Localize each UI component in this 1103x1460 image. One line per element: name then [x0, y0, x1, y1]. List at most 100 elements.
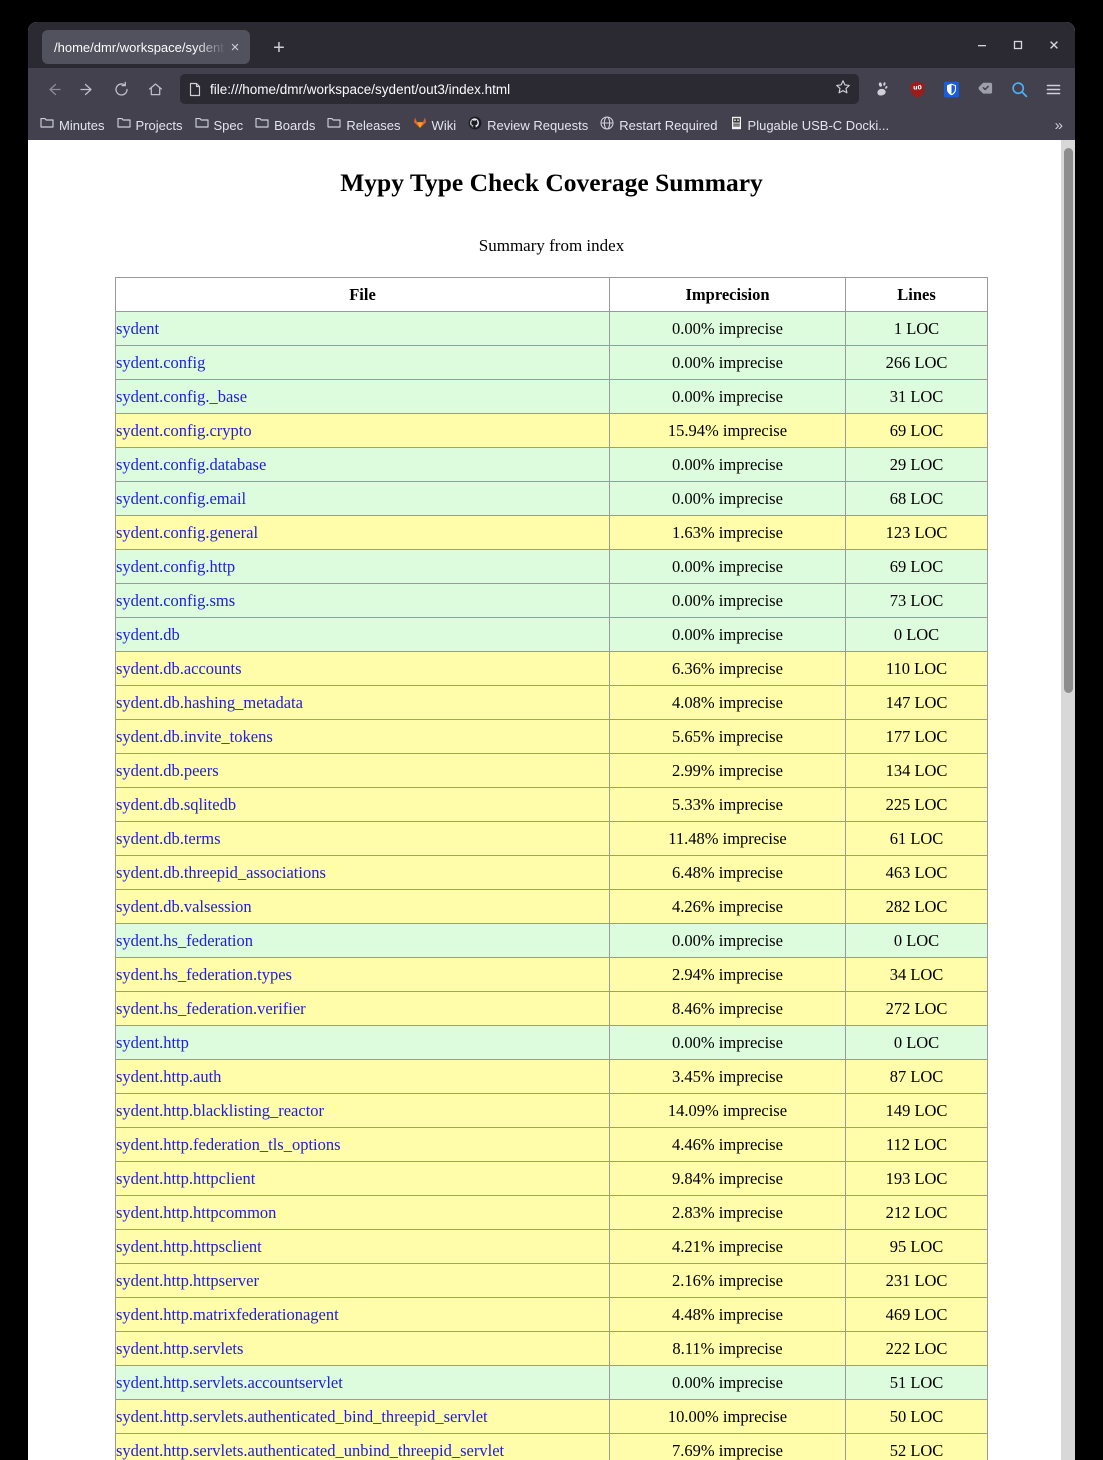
- vertical-scrollbar[interactable]: [1061, 140, 1075, 1460]
- file-link[interactable]: sydent.http.httpsclient: [116, 1236, 262, 1256]
- file-link[interactable]: sydent.http.servlets.authenticated_bind_…: [116, 1406, 488, 1426]
- bitwarden-icon[interactable]: [937, 75, 965, 103]
- cell-imprecision: 9.84% imprecise: [609, 1161, 846, 1196]
- cell-imprecision: 4.08% imprecise: [609, 685, 846, 720]
- file-link[interactable]: sydent.http.httpclient: [116, 1168, 256, 1188]
- file-link[interactable]: sydent.db.invite_tokens: [116, 726, 273, 746]
- bookmark-label: Boards: [274, 117, 316, 133]
- file-link[interactable]: sydent.config: [116, 352, 206, 372]
- search-icon[interactable]: [1005, 75, 1033, 103]
- cell-lines: 282 LOC: [845, 889, 988, 924]
- cell-lines: 51 LOC: [845, 1365, 988, 1400]
- cell-imprecision: 0.00% imprecise: [609, 345, 846, 380]
- navigation-toolbar: file:///home/dmr/workspace/sydent/out3/i…: [28, 68, 1075, 110]
- bookmark-label: Restart Required: [619, 117, 718, 133]
- bookmark-item-restart-required[interactable]: Restart Required: [594, 113, 723, 138]
- new-tab-button[interactable]: +: [273, 37, 285, 59]
- file-link[interactable]: sydent.http.federation_tls_options: [116, 1134, 341, 1154]
- file-link[interactable]: sydent.db.peers: [116, 760, 219, 780]
- cell-file: sydent.http: [115, 1025, 610, 1060]
- table-row: sydent.http.auth 3.45% imprecise 87 LOC: [115, 1059, 988, 1094]
- pocket-icon[interactable]: [971, 75, 999, 103]
- file-link[interactable]: sydent.http.auth: [116, 1066, 222, 1086]
- browser-tab[interactable]: /home/dmr/workspace/sydent ×: [42, 30, 250, 64]
- file-link[interactable]: sydent: [116, 318, 160, 338]
- bookmark-item-plugable[interactable]: Plugable USB-C Docki...: [724, 113, 896, 138]
- cell-file: sydent.http.httpcommon: [115, 1195, 610, 1230]
- close-icon[interactable]: ×: [230, 38, 240, 56]
- forward-icon[interactable]: [70, 74, 104, 104]
- close-window-icon[interactable]: [1039, 30, 1069, 60]
- table-row: sydent.db.peers 2.99% imprecise 134 LOC: [115, 753, 988, 788]
- bookmark-item-wiki[interactable]: Wiki: [407, 113, 463, 137]
- cell-lines: 193 LOC: [845, 1161, 988, 1196]
- cell-imprecision: 10.00% imprecise: [609, 1399, 846, 1434]
- file-link[interactable]: sydent.db: [116, 624, 180, 644]
- cell-lines: 31 LOC: [845, 379, 988, 414]
- file-link[interactable]: sydent.db.threepid_associations: [116, 862, 326, 882]
- table-row: sydent.config.database 0.00% imprecise 29 …: [115, 447, 988, 482]
- table-row: sydent.db.sqlitedb 5.33% imprecise 225 LOC: [115, 787, 988, 822]
- file-link[interactable]: sydent.http.matrixfederationagent: [116, 1304, 339, 1324]
- table-row: sydent.db.invite_tokens 5.65% imprecise 17…: [115, 719, 988, 754]
- back-icon[interactable]: [36, 74, 70, 104]
- file-link[interactable]: sydent.http.httpserver: [116, 1270, 259, 1290]
- bookmark-item-minutes[interactable]: Minutes: [34, 113, 111, 137]
- file-link[interactable]: sydent.config._base: [116, 386, 248, 406]
- cell-file: sydent.http.servlets.accountservlet: [115, 1365, 610, 1400]
- bookmark-item-boards[interactable]: Boards: [249, 113, 321, 137]
- table-row: sydent.db.hashing_metadata 4.08% imprecis…: [115, 685, 988, 720]
- bookmarks-overflow-icon[interactable]: »: [1054, 116, 1063, 134]
- folder-icon: [327, 116, 341, 134]
- scrollbar-thumb[interactable]: [1064, 148, 1073, 693]
- bookmark-item-spec[interactable]: Spec: [189, 113, 250, 137]
- cell-file: sydent.db.invite_tokens: [115, 719, 610, 754]
- url-text[interactable]: file:///home/dmr/workspace/sydent/out3/i…: [210, 81, 511, 97]
- app-menu-icon[interactable]: [1039, 75, 1067, 103]
- cell-file: sydent.http.federation_tls_options: [115, 1127, 610, 1162]
- file-link[interactable]: sydent.config.sms: [116, 590, 236, 610]
- file-link[interactable]: sydent.http: [116, 1032, 189, 1052]
- file-link[interactable]: sydent.http.servlets: [116, 1338, 244, 1358]
- minimize-icon[interactable]: [967, 30, 997, 60]
- file-link[interactable]: sydent.db.valsession: [116, 896, 252, 916]
- file-link[interactable]: sydent.config.crypto: [116, 420, 252, 440]
- cell-lines: 212 LOC: [845, 1195, 988, 1230]
- file-link[interactable]: sydent.http.blacklisting_reactor: [116, 1100, 325, 1120]
- bookmark-item-review-requests[interactable]: Review Requests: [462, 113, 594, 138]
- cell-lines: 87 LOC: [845, 1059, 988, 1094]
- file-link[interactable]: sydent.db.accounts: [116, 658, 242, 678]
- file-link[interactable]: sydent.config.general: [116, 522, 259, 542]
- cell-imprecision: 4.21% imprecise: [609, 1229, 846, 1264]
- file-link[interactable]: sydent.http.servlets.accountservlet: [116, 1372, 343, 1392]
- bookmark-item-releases[interactable]: Releases: [321, 113, 406, 137]
- cell-imprecision: 8.46% imprecise: [609, 991, 846, 1026]
- file-link[interactable]: sydent.db.terms: [116, 828, 221, 848]
- gnome-shell-icon[interactable]: [869, 75, 897, 103]
- file-link[interactable]: sydent.config.email: [116, 488, 247, 508]
- ublock-origin-icon[interactable]: u0: [903, 75, 931, 103]
- cell-lines: 68 LOC: [845, 481, 988, 516]
- file-link[interactable]: sydent.http.servlets.authenticated_unbin…: [116, 1440, 505, 1460]
- table-row: sydent.db.accounts 6.36% imprecise 110 LOC: [115, 651, 988, 686]
- cell-imprecision: 5.33% imprecise: [609, 787, 846, 822]
- bookmark-item-projects[interactable]: Projects: [111, 113, 189, 137]
- home-icon[interactable]: [138, 74, 172, 104]
- file-link[interactable]: sydent.db.hashing_metadata: [116, 692, 303, 712]
- cell-imprecision: 0.00% imprecise: [609, 1025, 846, 1060]
- reload-icon[interactable]: [104, 74, 138, 104]
- bookmark-star-icon[interactable]: [835, 79, 851, 100]
- file-link[interactable]: sydent.hs_federation: [116, 930, 254, 950]
- file-link[interactable]: sydent.db.sqlitedb: [116, 794, 237, 814]
- file-link[interactable]: sydent.config.http: [116, 556, 236, 576]
- address-bar[interactable]: file:///home/dmr/workspace/sydent/out3/i…: [180, 74, 859, 104]
- cell-file: sydent.http.blacklisting_reactor: [115, 1093, 610, 1128]
- file-link[interactable]: sydent.hs_federation.verifier: [116, 998, 306, 1018]
- file-link[interactable]: sydent.config.database: [116, 454, 267, 474]
- file-link[interactable]: sydent.http.httpcommon: [116, 1202, 277, 1222]
- maximize-icon[interactable]: [1003, 30, 1033, 60]
- cell-lines: 149 LOC: [845, 1093, 988, 1128]
- cell-file: sydent.db.terms: [115, 821, 610, 856]
- page-content: Mypy Type Check Coverage Summary Summary…: [28, 140, 1075, 1460]
- file-link[interactable]: sydent.hs_federation.types: [116, 964, 292, 984]
